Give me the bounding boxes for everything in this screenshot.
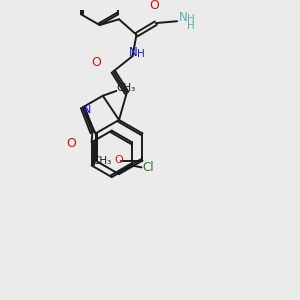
Text: H: H bbox=[187, 21, 194, 31]
Text: N: N bbox=[82, 105, 91, 115]
Text: CH₃: CH₃ bbox=[92, 156, 112, 166]
Text: H: H bbox=[187, 14, 194, 24]
Text: N: N bbox=[129, 46, 138, 59]
Text: O: O bbox=[149, 0, 159, 12]
Text: N: N bbox=[178, 11, 187, 24]
Text: O: O bbox=[91, 56, 101, 69]
Text: O: O bbox=[114, 154, 123, 165]
Text: Cl: Cl bbox=[142, 161, 154, 174]
Text: CH₃: CH₃ bbox=[116, 83, 136, 93]
Text: H: H bbox=[137, 49, 145, 59]
Text: O: O bbox=[66, 137, 76, 150]
